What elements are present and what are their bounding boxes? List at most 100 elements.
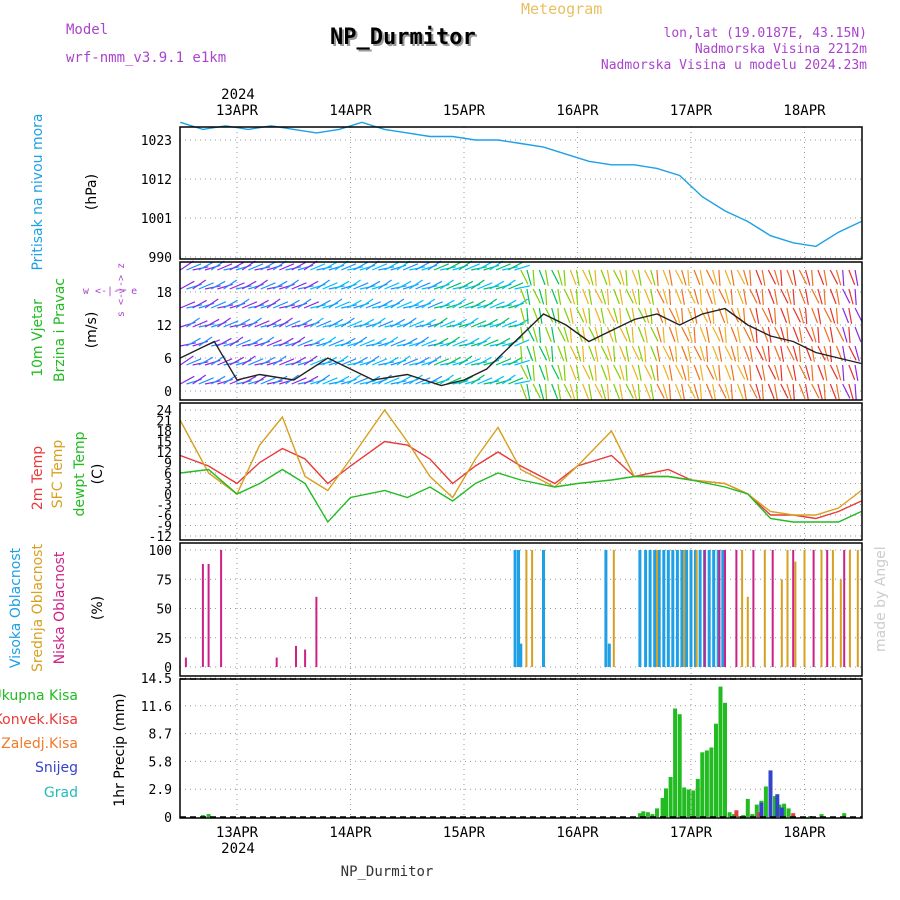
wind-barb [637, 288, 641, 306]
wind-barb [347, 279, 361, 290]
wind-barb [316, 266, 333, 271]
wind-barb [266, 380, 283, 385]
wind-barb [563, 326, 569, 343]
wind-barb [322, 323, 339, 328]
precip-bar [660, 798, 665, 817]
wind-barb [854, 383, 857, 401]
wind-barb [260, 282, 276, 290]
wind-barb [786, 269, 794, 286]
wind-barb [495, 358, 511, 366]
wind-barb [328, 339, 344, 347]
precip-bar [645, 812, 650, 817]
precip-bar [704, 750, 709, 817]
wind-barb [650, 269, 656, 286]
wind-barb [619, 269, 625, 286]
wind-barb [582, 345, 585, 363]
wind-barb [823, 364, 828, 381]
wind-barb [316, 320, 332, 328]
wind-barb [854, 307, 863, 323]
wind-barb [718, 288, 727, 304]
wind-barb [575, 269, 580, 286]
wind-barb [662, 345, 671, 361]
wind-barb [495, 263, 511, 271]
wind-barb [693, 288, 699, 305]
wind-barb [637, 269, 642, 286]
wind-barb [402, 317, 417, 328]
cloud-tick-label: 75 [156, 573, 172, 588]
wind-barb [464, 304, 481, 309]
wind-barb [217, 317, 231, 328]
wind-barb [600, 364, 608, 381]
grid-lines [180, 127, 862, 818]
wind-barb [637, 326, 645, 343]
wind-barb [532, 288, 541, 304]
precip-bar [700, 752, 705, 817]
wind-barb [668, 345, 675, 362]
wind-barb [440, 361, 457, 366]
wind-barb [532, 383, 541, 399]
temp-tick-label: 21 [156, 415, 172, 430]
pressure-tick-label: 990 [149, 251, 172, 266]
wind-barb [198, 282, 214, 290]
wind-barb [483, 380, 500, 385]
wind-barb [786, 364, 794, 381]
temp-unit: (C) [90, 464, 106, 485]
cloud-bar [201, 564, 204, 667]
wind-barb [755, 383, 761, 400]
wind-barb [749, 307, 757, 324]
wind-barb [390, 380, 407, 385]
wind-barb [551, 345, 554, 363]
wind-barb [526, 364, 532, 381]
wind-barb [470, 320, 487, 328]
precip-tick-label: 11.6 [141, 700, 172, 715]
wind-barb [681, 345, 689, 362]
wind-barb [656, 326, 662, 343]
model-label: Model [66, 22, 108, 38]
wind-barb [241, 375, 257, 385]
precip-bar [637, 813, 642, 817]
wind-barb [409, 266, 426, 271]
wind-barb [817, 345, 826, 361]
precip-bar [732, 814, 737, 817]
cloud-bar [184, 657, 187, 667]
wind-barb [551, 269, 560, 285]
precip-bar [686, 789, 691, 817]
wind-barb [606, 364, 611, 381]
wind-barb [192, 320, 208, 328]
precip-bar [775, 794, 780, 817]
wind-dir-ew: w <-|-> e [83, 286, 137, 297]
wind-barb [421, 298, 436, 309]
wind-barb [532, 364, 535, 382]
cloud-bar [513, 550, 517, 667]
wind-barb [427, 280, 443, 290]
wind-barb [310, 304, 327, 309]
wind-barb [198, 323, 215, 328]
wind-barb [699, 288, 702, 306]
wind-barb [674, 307, 681, 324]
temp2m-label: 2m Temp [30, 446, 46, 510]
wind-barb [483, 318, 498, 328]
wind-barb [681, 364, 687, 381]
wind-barb [211, 342, 228, 347]
precip-bar [200, 815, 205, 817]
wind-barb [656, 269, 659, 287]
wind-barb [254, 320, 270, 328]
wind-barb [316, 299, 331, 309]
wind-frame [179, 261, 863, 401]
wind-barb [470, 299, 486, 309]
wind-barb [489, 280, 505, 290]
wind-barb [817, 307, 822, 324]
wind-barb [854, 269, 859, 286]
cloud-bar [695, 550, 698, 667]
wind-barb [353, 261, 368, 271]
wind-barb [340, 317, 355, 328]
wind-barb [829, 364, 839, 380]
precip-tick-label: 2.9 [149, 783, 172, 798]
wind-barb [353, 356, 368, 366]
wind-barb [557, 364, 563, 381]
wind-barb [767, 345, 771, 363]
wind-barb [712, 383, 716, 400]
wind-barb [693, 326, 696, 344]
wind-barb [563, 364, 566, 382]
wind-barb [736, 364, 746, 380]
